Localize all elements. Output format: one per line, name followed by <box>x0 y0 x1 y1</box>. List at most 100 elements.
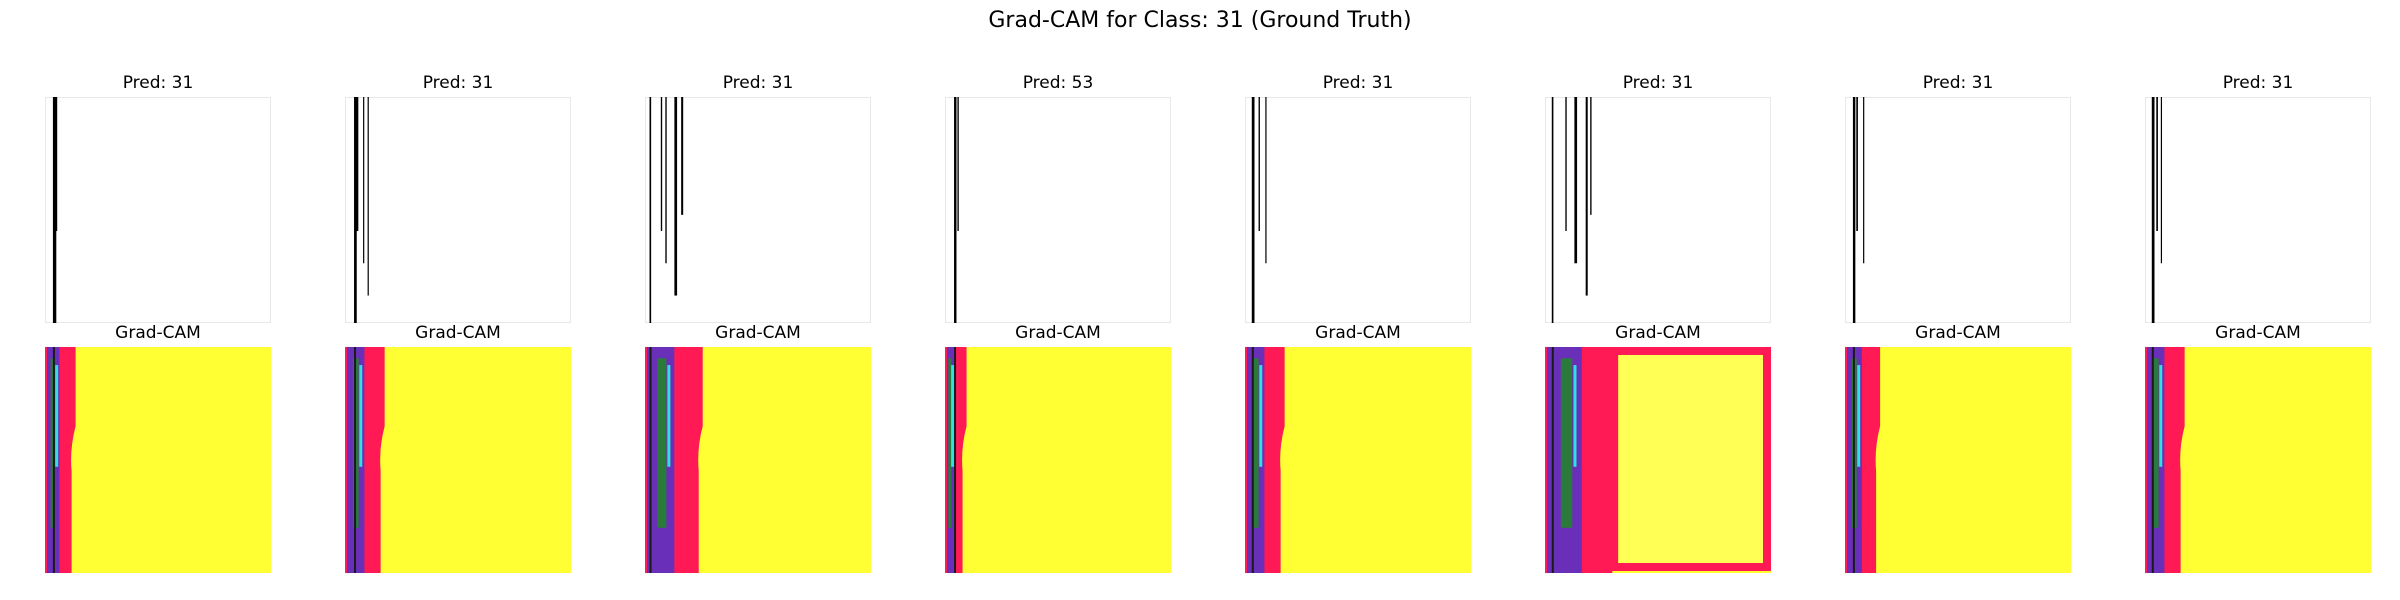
heat-green-streak-2 <box>657 358 667 528</box>
stroke-mark-5-1 <box>1565 97 1567 231</box>
pred-image-svg-7 <box>2145 97 2371 323</box>
pred-title-3: Pred: 53 <box>1022 73 1094 93</box>
gradcam-image-0 <box>45 347 271 573</box>
pred-image-svg-2 <box>645 97 871 323</box>
pred-image-7 <box>2145 97 2371 323</box>
cam-title-7: Grad-CAM <box>2215 323 2301 343</box>
gradcam-svg-3 <box>945 347 1171 573</box>
pred-image-bg-7 <box>2145 97 2371 323</box>
heat-frame-fill-5 <box>1618 355 1763 563</box>
cam-title-6: Grad-CAM <box>1915 323 2001 343</box>
pred-image-bg-3 <box>945 97 1171 323</box>
heat-green-streak-5 <box>1560 358 1573 528</box>
heat-stroke-line-5 <box>1551 347 1554 573</box>
stroke-mark-2-1 <box>660 97 663 231</box>
gradcam-svg-6 <box>1845 347 2071 573</box>
stroke-mark-2-3 <box>674 97 678 296</box>
stroke-mark-0-1 <box>55 97 58 231</box>
stroke-mark-6-1 <box>1856 97 1858 231</box>
stroke-mark-6-0 <box>1852 97 1856 323</box>
heat-cyan-streak-2 <box>667 365 671 467</box>
pred-title-4: Pred: 31 <box>1322 73 1394 93</box>
heat-cyan-streak-0 <box>55 365 59 467</box>
cam-title-1: Grad-CAM <box>415 323 501 343</box>
pred-title-6: Pred: 31 <box>1922 73 1994 93</box>
pred-title-1: Pred: 31 <box>422 73 494 93</box>
gradcam-image-4 <box>1245 347 1471 573</box>
heat-green-streak-0 <box>50 358 55 528</box>
pred-image-bg-1 <box>345 97 571 323</box>
gradcam-image-7 <box>2145 347 2371 573</box>
pred-image-6 <box>1845 97 2071 323</box>
cam-title-3: Grad-CAM <box>1015 323 1101 343</box>
pred-image-4 <box>1245 97 1471 323</box>
pred-image-1 <box>345 97 571 323</box>
gradcam-svg-5 <box>1545 347 1771 573</box>
cam-title-2: Grad-CAM <box>715 323 801 343</box>
pred-title-7: Pred: 31 <box>2222 73 2294 93</box>
stroke-mark-4-2 <box>1265 97 1267 264</box>
pred-image-bg-4 <box>1245 97 1471 323</box>
pred-image-bg-0 <box>45 97 271 323</box>
gradcam-svg-7 <box>2145 347 2371 573</box>
heat-cyan-streak-1 <box>359 365 363 467</box>
cam-title-5: Grad-CAM <box>1615 323 1701 343</box>
stroke-mark-3-0 <box>954 97 957 323</box>
pred-image-svg-5 <box>1545 97 1771 323</box>
gradcam-image-1 <box>345 347 571 573</box>
stroke-mark-1-1 <box>356 97 359 231</box>
stroke-mark-1-3 <box>367 97 369 296</box>
heat-background-3 <box>945 347 1171 573</box>
gradcam-svg-0 <box>45 347 271 573</box>
gradcam-image-5 <box>1545 347 1771 573</box>
stroke-mark-5-3 <box>1585 97 1588 296</box>
pred-title-5: Pred: 31 <box>1622 73 1694 93</box>
pred-image-5 <box>1545 97 1771 323</box>
heat-stroke-line-7 <box>2151 347 2154 573</box>
cam-title-4: Grad-CAM <box>1315 323 1401 343</box>
heat-cyan-streak-3 <box>951 365 955 467</box>
pred-image-bg-6 <box>1845 97 2071 323</box>
figure-title: Grad-CAM for Class: 31 (Ground Truth) <box>988 8 1412 33</box>
stroke-mark-4-1 <box>1258 97 1260 231</box>
gradcam-svg-4 <box>1245 347 1471 573</box>
stroke-mark-7-0 <box>2151 97 2155 323</box>
stroke-mark-1-2 <box>363 97 365 264</box>
stroke-mark-2-0 <box>649 97 652 323</box>
heat-cyan-streak-7 <box>2159 365 2163 467</box>
heat-stroke-line-2 <box>649 347 652 573</box>
stroke-mark-5-4 <box>1590 97 1592 215</box>
gradcam-svg-1 <box>345 347 571 573</box>
pred-title-0: Pred: 31 <box>122 73 194 93</box>
pred-image-svg-0 <box>45 97 271 323</box>
heat-stroke-line-3 <box>954 347 957 573</box>
heat-background-0 <box>45 347 271 573</box>
heat-cyan-streak-4 <box>1259 365 1263 467</box>
pred-image-2 <box>645 97 871 323</box>
heat-stroke-line-1 <box>354 347 357 573</box>
heat-green-streak-4 <box>1252 358 1259 528</box>
pred-image-svg-3 <box>945 97 1171 323</box>
pred-image-svg-1 <box>345 97 571 323</box>
stroke-mark-2-2 <box>665 97 667 264</box>
pred-image-3 <box>945 97 1171 323</box>
pred-image-bg-2 <box>645 97 871 323</box>
stroke-mark-5-0 <box>1551 97 1554 323</box>
stroke-mark-1-0 <box>354 97 357 323</box>
pred-image-svg-6 <box>1845 97 2071 323</box>
pred-image-bg-5 <box>1545 97 1771 323</box>
cam-title-0: Grad-CAM <box>115 323 201 343</box>
stroke-mark-7-1 <box>2156 97 2158 231</box>
heat-stroke-line-6 <box>1852 347 1855 573</box>
heat-stroke-line-4 <box>1251 347 1254 573</box>
gradcam-image-2 <box>645 347 871 573</box>
gradcam-svg-2 <box>645 347 871 573</box>
heat-cyan-streak-5 <box>1573 365 1577 467</box>
stroke-mark-0-0 <box>52 97 57 323</box>
pred-image-0 <box>45 97 271 323</box>
stroke-mark-7-2 <box>2160 97 2163 264</box>
heat-cyan-streak-6 <box>1857 365 1861 467</box>
stroke-mark-4-0 <box>1251 97 1255 323</box>
stroke-mark-3-1 <box>957 97 959 231</box>
